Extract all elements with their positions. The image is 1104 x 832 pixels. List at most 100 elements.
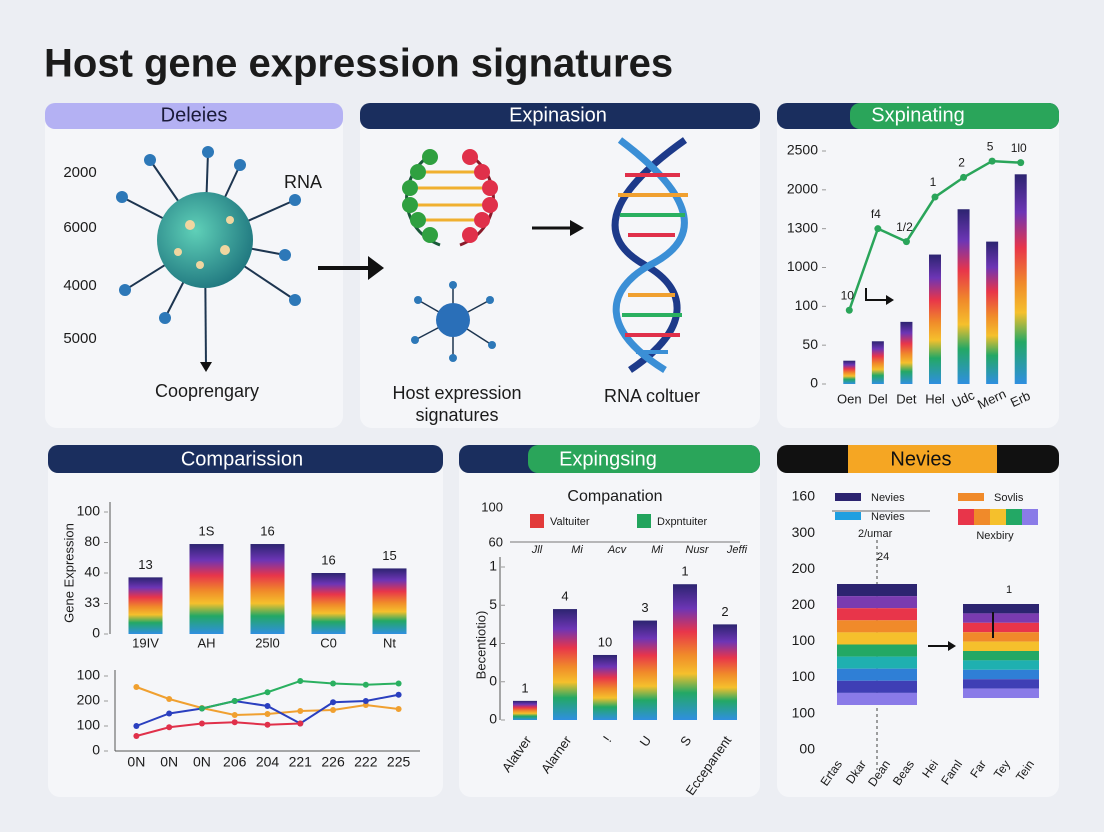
annotation: 1: [930, 175, 937, 189]
heat-stripe: [963, 641, 1039, 651]
arrow-head: [948, 641, 956, 651]
line-point: [133, 733, 140, 739]
x-tick-label: 225: [387, 754, 411, 770]
legend-swatch: [1006, 509, 1022, 525]
heat-stripe: [963, 669, 1039, 680]
bar: [128, 577, 163, 634]
caption: RNA coltuer: [604, 386, 700, 406]
x-tick-label: Oen: [837, 391, 862, 406]
y-tick-label: 0: [810, 375, 818, 391]
axis-label: 5000: [63, 330, 96, 347]
panel-title: Nevies: [890, 448, 951, 470]
heat-stripe: [837, 644, 917, 657]
legend-swatch: [835, 512, 861, 520]
header-cell: Mi: [651, 544, 663, 556]
heat-stripe: [963, 679, 1039, 689]
annotation: 1/2: [896, 220, 913, 234]
axis-label: 4000: [63, 277, 96, 294]
dna-ladder: [402, 149, 498, 247]
x-tick-label: 0N: [193, 754, 211, 770]
y-tick-label: 1000: [787, 258, 818, 274]
y-tick-label: 100: [77, 717, 101, 733]
line: [136, 721, 301, 737]
annotation: 16: [260, 523, 274, 538]
line-point: [395, 706, 402, 712]
bar: [250, 544, 285, 634]
subtitle: Companation: [567, 488, 662, 505]
y-tick-label: 0: [489, 672, 497, 688]
y-label: 00: [799, 740, 815, 756]
line-point: [166, 710, 173, 717]
line-point: [264, 689, 271, 696]
y-tick-label: 2000: [787, 181, 818, 197]
line-point: [198, 705, 205, 712]
panel-header: [45, 103, 343, 129]
panel-title: Sxpinating: [871, 104, 964, 126]
y-label: 160: [792, 488, 816, 504]
header-cell: Nusr: [685, 544, 710, 556]
bar: [929, 254, 941, 384]
heat-stripe: [837, 656, 917, 669]
annotation: 5: [987, 139, 994, 153]
note: 1: [1006, 584, 1012, 596]
annotation: 10: [598, 634, 612, 649]
annotation: 2: [958, 156, 965, 170]
line-point: [362, 698, 369, 704]
bar: [843, 360, 856, 384]
annotation: 16: [321, 552, 335, 567]
arrow-head: [200, 362, 212, 372]
annotation: 1: [521, 680, 528, 695]
legend-swatch: [1022, 509, 1038, 525]
y-tick-label: 5: [489, 596, 497, 612]
legend-label: Nevies: [871, 511, 905, 523]
x-tick-label: 0N: [127, 754, 145, 770]
line-point: [166, 724, 173, 731]
panel-title: Expingsing: [559, 448, 657, 470]
y-tick-label: 33: [84, 594, 100, 610]
header-cell: Jeffi: [726, 544, 748, 556]
panel-header: [850, 103, 1059, 129]
y-tick-label: 0: [92, 625, 100, 641]
line-point: [988, 157, 996, 165]
y-label: 100: [792, 632, 816, 648]
line-point: [330, 680, 337, 687]
virus-dots: [174, 216, 234, 269]
bar: [871, 341, 884, 384]
x-tick-label: Del: [868, 391, 888, 406]
line-point: [231, 719, 238, 726]
x-tick-label: 221: [289, 754, 313, 770]
caption: Host expression signatures: [392, 383, 522, 425]
line-point: [395, 691, 402, 698]
y-tick-label: 1300: [787, 219, 818, 235]
x-tick-label: Hel: [925, 391, 945, 406]
heat-stripe: [963, 651, 1039, 661]
x-tick-label: 204: [256, 754, 280, 770]
caption: Cooprengary: [155, 381, 259, 401]
rna-label: RNA: [284, 172, 322, 192]
note: 2/umar: [858, 528, 893, 540]
legend-label: Valtuiter: [550, 516, 590, 528]
bar: [593, 654, 617, 720]
heat-stripe: [837, 596, 917, 609]
panel-header: [360, 103, 760, 129]
note: 24: [877, 551, 889, 563]
heat-stripe: [837, 584, 917, 597]
panel-title: Deleies: [161, 104, 228, 126]
y-tick-label: 100: [795, 297, 819, 313]
annotation: 4: [561, 589, 568, 604]
legend-swatch: [835, 493, 861, 501]
legend-label: Nexbiry: [976, 530, 1014, 542]
panel-header: [48, 445, 443, 473]
x-tick-label: 19IV: [132, 635, 159, 650]
legend-swatch: [530, 514, 544, 528]
heat-stripe: [837, 620, 917, 633]
annotation: 15: [382, 548, 396, 563]
bar: [553, 609, 577, 720]
heat-stripe: [963, 622, 1039, 633]
y-tick-label: 4: [489, 634, 497, 650]
bar: [633, 620, 657, 720]
small-virus: [411, 281, 496, 362]
heat-stripe: [963, 660, 1039, 670]
panel-title: Comparission: [181, 448, 303, 470]
